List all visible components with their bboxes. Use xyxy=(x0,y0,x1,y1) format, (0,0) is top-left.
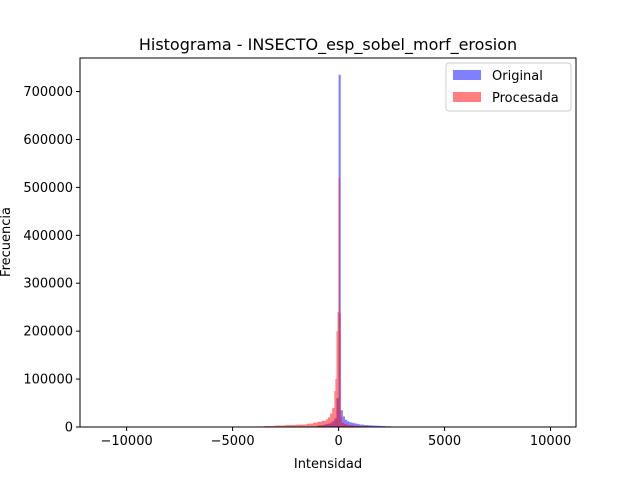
plot-area: −10000 −5000 0 5000 10000 0 100000 200000 30000… xyxy=(23,57,577,449)
y-tick-label: 400000 xyxy=(23,229,73,244)
histogram-bar-original-19 xyxy=(357,424,360,427)
histogram-bar-original-18 xyxy=(355,423,358,427)
histogram-bar-procesada-15 xyxy=(336,331,338,427)
histogram-bar-procesada-8 xyxy=(321,420,326,427)
histogram-bar-original-23 xyxy=(372,425,377,427)
histogram-bar-procesada-14 xyxy=(335,379,337,427)
y-tick-label: 300000 xyxy=(23,277,73,292)
histogram-bar-procesada-16 xyxy=(337,311,339,427)
x-tick-label: 0 xyxy=(334,434,342,449)
histogram-bar-original-15 xyxy=(349,422,352,427)
histogram-bar-original-24 xyxy=(376,425,381,427)
histogram-bar-procesada-22 xyxy=(347,425,354,427)
x-axis-ticks: −10000 −5000 0 5000 10000 xyxy=(101,427,571,449)
x-axis-label: Intensidad xyxy=(294,457,362,472)
y-tick-label: 100000 xyxy=(23,373,73,388)
y-tick-label: 700000 xyxy=(23,85,73,100)
histogram-bar-procesada-18 xyxy=(339,313,341,427)
histogram-bar-procesada-21 xyxy=(343,424,348,427)
histogram-bar-procesada-19 xyxy=(340,417,342,427)
x-tick-label: −10000 xyxy=(101,434,153,449)
histogram-bar-procesada-2 xyxy=(275,425,286,427)
x-tick-label: −5000 xyxy=(211,434,255,449)
axes-frame xyxy=(79,57,577,428)
y-axis-ticks: 0 100000 200000 300000 400000 500000 600000 700… xyxy=(23,85,80,436)
y-tick-label: 0 xyxy=(65,421,73,436)
histogram-bar-procesada-11 xyxy=(330,413,333,427)
legend-swatch-procesada xyxy=(453,92,481,102)
histogram-bar-procesada-5 xyxy=(306,423,314,427)
histogram-bar-original-13 xyxy=(344,419,348,427)
legend-label-procesada: Procesada xyxy=(492,91,559,106)
histogram-bar-procesada-20 xyxy=(341,422,344,427)
x-tick-label: 10000 xyxy=(530,434,571,449)
histogram-bar-procesada-7 xyxy=(317,421,322,427)
y-axis-label: Frecuencia xyxy=(0,207,14,277)
histogram-bar-procesada-10 xyxy=(328,417,331,427)
histogram-bar-original-12 xyxy=(342,416,345,427)
histogram-bar-original-22 xyxy=(368,425,373,427)
legend-label-original: Original xyxy=(492,69,543,84)
x-tick-label: 5000 xyxy=(428,434,461,449)
histogram-bar-original-21 xyxy=(364,425,369,427)
histogram-bar-procesada-4 xyxy=(296,424,307,427)
histogram-bar-procesada-17 xyxy=(338,177,340,427)
histogram-bar-procesada-9 xyxy=(325,419,328,427)
histogram-bar-procesada-13 xyxy=(334,391,336,427)
y-tick-label: 600000 xyxy=(23,133,73,148)
histogram-bar-procesada-6 xyxy=(313,422,318,427)
histogram-bar-original-20 xyxy=(359,424,365,427)
histogram-bar-procesada-3 xyxy=(285,425,297,427)
histogram-bar-procesada-12 xyxy=(332,407,335,427)
y-tick-label: 200000 xyxy=(23,325,73,340)
histogram-bar-original-16 xyxy=(351,422,354,427)
histogram-bar-original-17 xyxy=(353,423,356,427)
legend: Original Procesada xyxy=(445,62,572,112)
chart-title: Histograma - INSECTO_esp_sobel_morf_eros… xyxy=(139,35,517,55)
y-tick-label: 500000 xyxy=(23,181,73,196)
legend-swatch-original xyxy=(453,70,481,80)
histogram-bar-original-14 xyxy=(347,421,350,427)
histogram-bar-procesada-23 xyxy=(353,425,360,427)
